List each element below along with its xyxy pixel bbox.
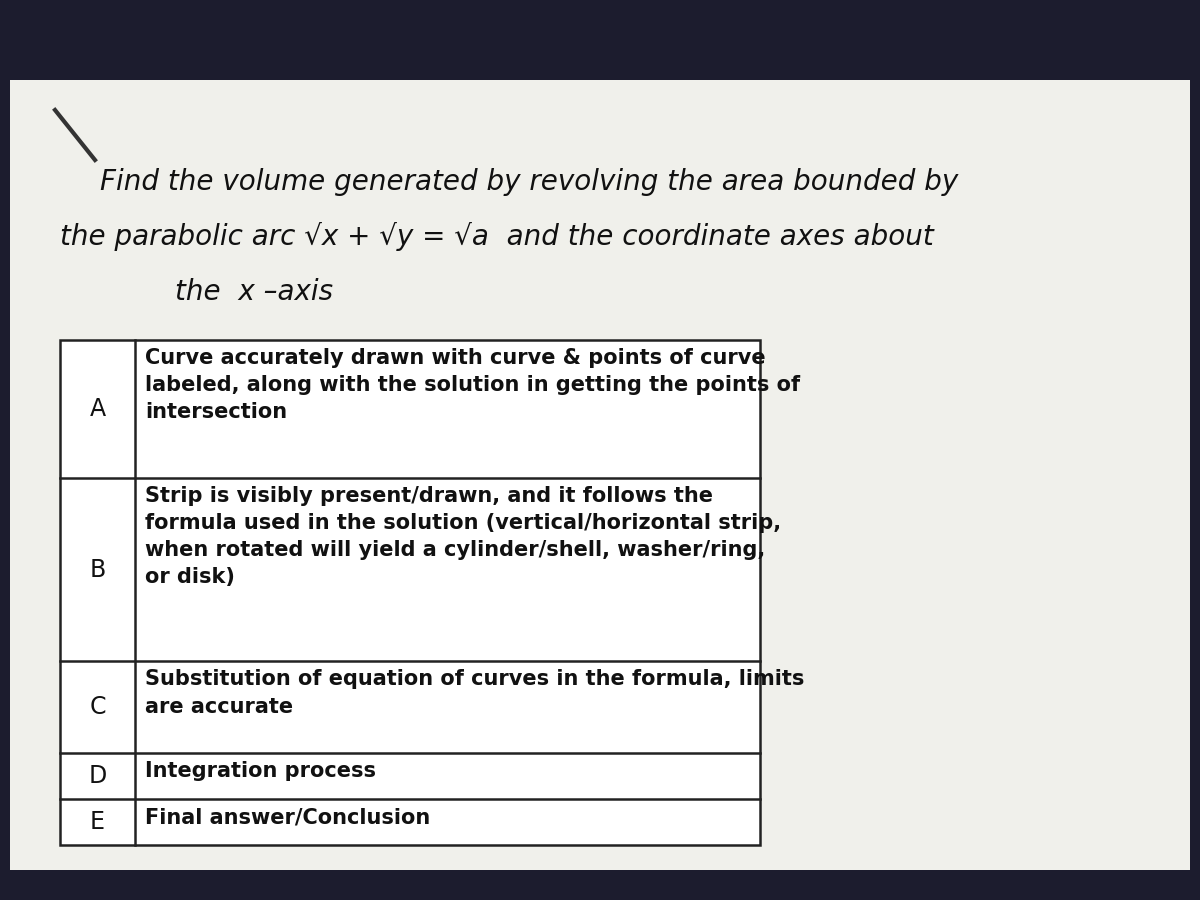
Text: C: C — [89, 696, 106, 719]
Text: Substitution of equation of curves in the formula, limits
are accurate: Substitution of equation of curves in th… — [145, 670, 804, 716]
Bar — [0, 0, 1200, 80]
Text: Strip is visibly present/drawn, and it follows the
formula used in the solution : Strip is visibly present/drawn, and it f… — [145, 486, 781, 588]
Text: Final answer/Conclusion: Final answer/Conclusion — [145, 807, 431, 827]
Bar — [60, 340, 760, 845]
Text: Integration process: Integration process — [145, 761, 376, 781]
Text: B: B — [89, 557, 106, 581]
Text: Curve accurately drawn with curve & points of curve
labeled, along with the solu: Curve accurately drawn with curve & poin… — [145, 348, 800, 422]
Text: Find the volume generated by revolving the area bounded by: Find the volume generated by revolving t… — [100, 168, 959, 196]
Text: A: A — [90, 397, 106, 421]
Text: D: D — [89, 764, 107, 788]
Bar — [10, 80, 1190, 870]
Text: the  x –axis: the x –axis — [175, 278, 334, 306]
Text: the parabolic arc √x + √y = √a  and the coordinate axes about: the parabolic arc √x + √y = √a and the c… — [60, 222, 934, 251]
Text: E: E — [90, 810, 106, 834]
